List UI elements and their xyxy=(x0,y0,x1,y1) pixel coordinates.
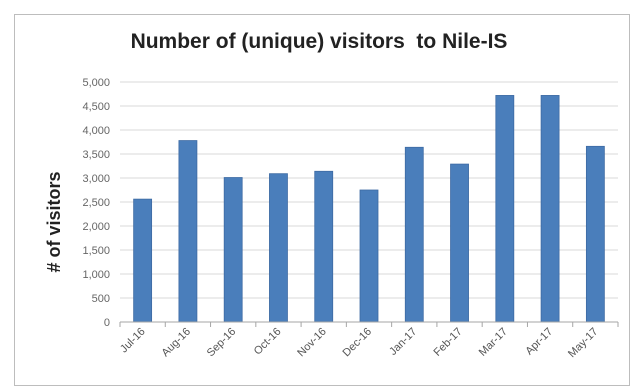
chart-title: Number of (unique) visitors to Nile-IS xyxy=(130,30,508,53)
x-tick-labels: Jul-16 Aug-16 Sep-16 Oct-16 Nov-16 Dec-16 Jan-… xyxy=(118,326,600,360)
y-tick-label: 4,000 xyxy=(82,125,110,137)
x-tick-label: May-17 xyxy=(566,326,600,360)
x-tick-label: Sep-16 xyxy=(205,326,239,360)
y-tick-label: 1,000 xyxy=(82,269,110,281)
x-tick-label: Mar-17 xyxy=(477,326,510,359)
x-tick-label: Jul-16 xyxy=(118,326,148,356)
y-tick-label: 0 xyxy=(104,317,110,329)
y-tick-label: 1,500 xyxy=(82,245,110,257)
y-tick-label: 2,500 xyxy=(82,197,110,209)
bar xyxy=(450,163,469,323)
x-tick-label: Oct-16 xyxy=(252,326,284,358)
x-tick-label: Dec-16 xyxy=(341,326,375,360)
y-tick-label: 3,500 xyxy=(82,149,110,161)
x-tick-label: Feb-17 xyxy=(432,326,465,359)
bar xyxy=(178,140,198,323)
bar xyxy=(495,95,515,323)
bar xyxy=(269,173,288,323)
bar xyxy=(540,95,560,323)
y-tick-label: 4,500 xyxy=(82,101,110,113)
bar xyxy=(223,177,243,323)
bar xyxy=(404,146,424,323)
y-axis-label: # of visitors xyxy=(44,171,64,272)
y-tick-label: 500 xyxy=(92,293,110,305)
x-tick-label: Nov-16 xyxy=(295,326,329,360)
bar xyxy=(585,145,605,323)
y-tick-label: 2,000 xyxy=(82,221,110,233)
bar xyxy=(314,170,334,323)
y-tick-labels: 0 500 1,000 1,500 2,000 2,500 3,000 3,500 4,000 4… xyxy=(82,77,110,329)
y-tick-label: 5,000 xyxy=(82,77,110,89)
x-tick-label: Aug-16 xyxy=(159,326,193,360)
axes xyxy=(119,321,619,327)
y-tick-label: 3,000 xyxy=(82,173,110,185)
bar xyxy=(133,198,153,323)
x-tick-label: Apr-17 xyxy=(523,326,555,358)
bars xyxy=(133,95,605,323)
x-tick-label: Jan-17 xyxy=(387,326,419,358)
bar xyxy=(359,189,379,323)
